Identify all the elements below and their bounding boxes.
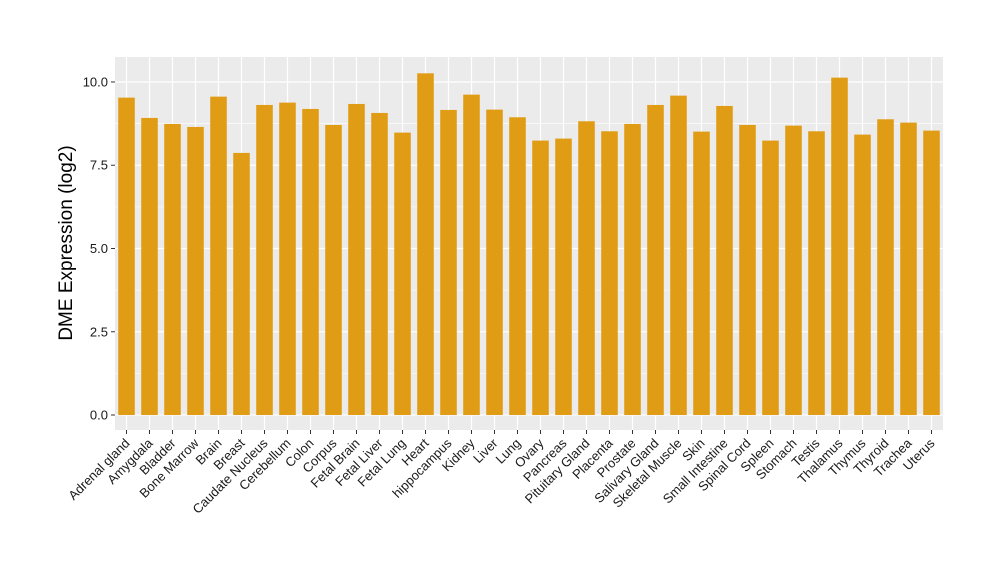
bar [509,117,526,416]
bar [601,131,618,416]
y-tick-label: 5.0 [90,241,108,256]
y-axis-title: DME Expression (log2) [56,145,77,340]
bar [118,97,135,416]
bar [624,123,641,416]
bar [578,121,595,416]
bar [348,103,365,416]
bar [141,117,158,416]
bar [417,73,434,416]
bar [187,126,204,416]
y-tick-label: 7.5 [90,158,108,173]
bar [647,104,664,416]
bar [900,122,917,416]
bar [210,96,227,416]
y-tick-label: 0.0 [90,408,108,423]
grid-minor [115,123,943,374]
bar [854,134,871,416]
bar [877,119,894,416]
plot-panel [115,57,943,430]
bar [394,132,411,416]
bar [762,140,779,416]
bar [233,152,250,416]
x-tick-label: Liver [470,435,501,466]
bar [785,125,802,416]
bar [486,109,503,416]
bars [118,73,940,416]
bar [693,131,710,416]
bar [670,95,687,416]
bar [739,124,756,416]
bar [325,124,342,416]
bar [371,112,388,416]
bar [716,105,733,416]
y-tick-label: 10.0 [83,74,108,89]
bar [440,109,457,416]
bar [302,108,319,416]
bar [256,104,273,416]
bar [831,77,848,416]
bar [555,138,572,416]
y-axis: 0.0 2.5 5.0 7.5 10.0 [83,74,115,423]
bar [532,140,549,416]
bar [923,130,940,416]
bar [808,131,825,416]
y-tick-label: 2.5 [90,324,108,339]
bar [463,94,480,416]
bar [164,123,181,416]
bar [279,102,296,416]
